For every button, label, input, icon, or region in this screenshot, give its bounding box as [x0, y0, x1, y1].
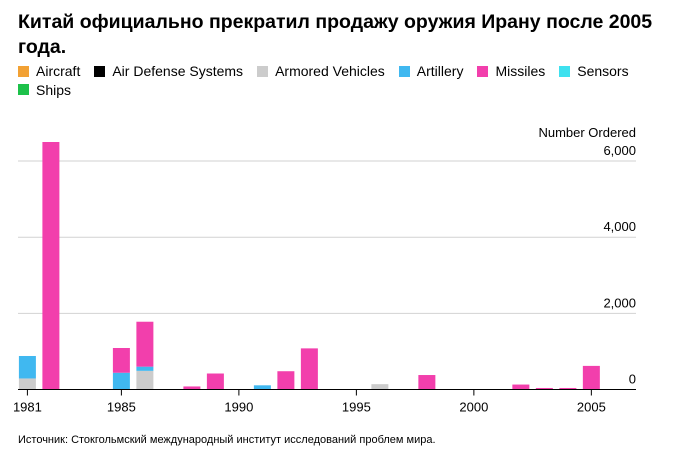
legend-item-aircraft: Aircraft — [18, 62, 80, 80]
legend-item-missiles: Missiles — [477, 62, 545, 80]
legend-label: Artillery — [416, 63, 464, 79]
x-tick-label: 1981 — [13, 400, 42, 415]
x-tick-label: 1990 — [224, 400, 253, 415]
legend-item-armored-vehicles: Armored Vehicles — [257, 62, 385, 80]
bar-missiles-2002 — [512, 384, 530, 390]
x-tick-label: 1985 — [107, 400, 136, 415]
legend-swatch — [559, 65, 571, 77]
legend-label: Armored Vehicles — [275, 63, 385, 79]
legend-label: Aircraft — [36, 63, 81, 79]
bar-armored-vehicles-1981 — [18, 378, 36, 390]
legend-swatch — [18, 84, 29, 95]
y-tick-label: 2,000 — [603, 295, 636, 310]
legend-label: Ships — [36, 81, 72, 98]
legend-swatch — [18, 65, 29, 77]
legend-swatch — [398, 65, 410, 77]
bar-artillery-1981 — [18, 355, 36, 379]
legend-item-ships: Ships — [18, 81, 71, 99]
chart-title: Китай официально прекратил продажу оружи… — [18, 11, 653, 58]
legend-item-artillery: Artillery — [398, 62, 464, 80]
legend-label: Air Defense Systems — [112, 63, 244, 79]
legend: Aircraft Air Defense Systems Armored Vehic… — [18, 62, 658, 99]
bar-missiles-1992 — [277, 371, 295, 390]
source-note: Источник: Стокгольмский международный ин… — [18, 434, 436, 446]
bar-missiles-2005 — [582, 365, 600, 390]
bar-missiles-1989 — [206, 373, 224, 390]
y-axis-label: Number Ordered — [538, 125, 636, 140]
x-tick-label: 2000 — [459, 400, 488, 415]
x-tick-label: 1995 — [342, 400, 371, 415]
bar-missiles-1985 — [112, 347, 130, 373]
legend-item-air-defense-systems: Air Defense Systems — [94, 62, 243, 80]
legend-label: Sensors — [577, 63, 629, 79]
bar-chart: 0 2,000 4,000 6,000 Number Ordered 1981 1985 19… — [13, 125, 636, 415]
x-tick-label: 2005 — [577, 400, 606, 415]
y-tick-label: 4,000 — [603, 219, 636, 234]
legend-label: Missiles — [495, 63, 546, 79]
bar-missiles-1998 — [418, 375, 436, 390]
legend-swatch — [94, 65, 106, 77]
legend-swatch — [257, 65, 269, 77]
legend-item-sensors: Sensors — [559, 62, 629, 80]
y-tick-label: 6,000 — [603, 143, 636, 158]
bar-artillery-1986 — [136, 366, 154, 371]
bar-missiles-1993 — [300, 348, 318, 390]
bar-missiles-1982 — [42, 142, 60, 390]
bar-armored-vehicles-1986 — [136, 370, 154, 390]
bar-missiles-2004 — [559, 387, 577, 390]
bar-missiles-1988 — [183, 386, 201, 390]
bar-missiles-2003 — [535, 387, 553, 390]
legend-swatch — [477, 65, 489, 77]
bar-armored-vehicles-1996 — [371, 384, 389, 390]
bar-missiles-1986 — [136, 321, 154, 367]
bar-artillery-1985 — [112, 372, 130, 390]
y-tick-label: 0 — [629, 372, 636, 387]
bar-artillery-1991 — [253, 385, 271, 390]
